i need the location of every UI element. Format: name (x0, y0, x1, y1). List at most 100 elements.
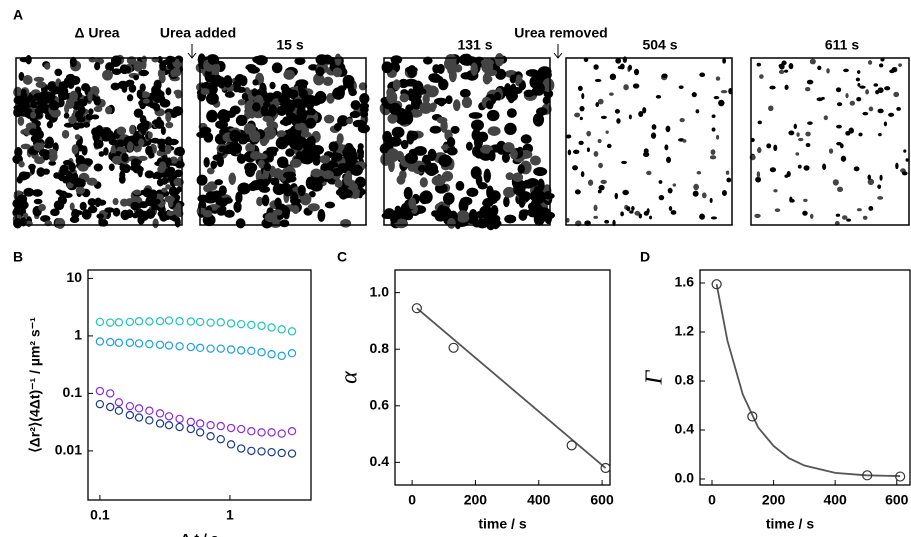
particle (408, 197, 417, 210)
particle (788, 63, 794, 70)
particle (905, 158, 909, 162)
data-point (114, 398, 124, 407)
particle (237, 99, 246, 106)
particle (333, 122, 342, 132)
particle (137, 166, 143, 178)
particle (604, 219, 610, 224)
data-point (711, 279, 722, 290)
particle (567, 149, 572, 156)
particle (859, 85, 866, 89)
particle (89, 85, 100, 97)
particle (76, 92, 83, 98)
data-point (164, 341, 174, 350)
x-tick-label: 400 (823, 492, 847, 508)
particle (54, 68, 63, 77)
particle (413, 145, 427, 156)
particle (769, 85, 776, 90)
particle (597, 189, 602, 194)
particle (857, 70, 861, 74)
particle (447, 66, 456, 75)
particle (258, 159, 265, 169)
particle (59, 164, 69, 176)
particle (773, 144, 778, 152)
frame-time: 131 s (457, 37, 492, 53)
particle (289, 158, 302, 168)
x-tick-label: 600 (885, 492, 909, 508)
particle (488, 150, 496, 162)
particle (665, 125, 671, 133)
particle (77, 105, 86, 115)
data-point (145, 317, 154, 326)
particle (199, 126, 212, 135)
particle (34, 156, 46, 165)
particle (158, 73, 166, 84)
particle (422, 93, 430, 104)
particle (691, 92, 697, 98)
particle (877, 108, 884, 114)
particle (263, 101, 271, 108)
particle (360, 111, 369, 118)
particle (695, 109, 700, 114)
particle (48, 151, 58, 162)
particle (61, 129, 70, 139)
particle (18, 71, 25, 81)
particle (160, 177, 169, 185)
particle (359, 102, 370, 110)
particle (72, 172, 79, 180)
particle (649, 215, 653, 220)
particle (317, 209, 326, 222)
particle (638, 213, 643, 219)
data-point (236, 319, 246, 329)
particle (102, 69, 113, 81)
particle (71, 209, 83, 216)
particle (205, 92, 219, 105)
particle (352, 119, 366, 128)
particle (883, 121, 888, 127)
particle (725, 170, 730, 175)
particle (350, 100, 361, 110)
x-tick-label: 0 (708, 492, 716, 508)
particle (251, 88, 258, 97)
particle (419, 191, 430, 205)
particle (164, 144, 172, 155)
data-point (206, 420, 215, 430)
particle (34, 107, 45, 115)
particle (330, 167, 344, 177)
y-tick-label: 10 (66, 269, 82, 285)
particle (873, 83, 879, 87)
particle (756, 171, 761, 178)
particle (757, 120, 762, 125)
particle (212, 154, 223, 161)
particle (124, 65, 132, 74)
particle (530, 155, 541, 166)
particle (809, 213, 814, 219)
particle (579, 105, 585, 112)
particle (340, 219, 352, 228)
particle (262, 178, 270, 187)
axes-frame (87, 269, 312, 501)
data-point (257, 348, 266, 357)
particle (68, 172, 74, 181)
particle (411, 96, 423, 110)
data-point (226, 319, 236, 328)
particle (643, 210, 649, 216)
particle (475, 174, 483, 187)
particle (867, 60, 873, 65)
particle (438, 78, 449, 91)
particle (532, 113, 545, 127)
particle (128, 84, 137, 93)
data-point (216, 434, 225, 444)
particle (793, 123, 797, 130)
particle (33, 76, 45, 82)
particle (166, 157, 172, 166)
particle (835, 213, 841, 217)
particle (668, 205, 673, 211)
data-point (287, 349, 297, 358)
particle (345, 153, 357, 163)
frame-time: 504 s (642, 37, 677, 53)
particle (754, 213, 761, 218)
particle (63, 112, 70, 119)
particle (857, 82, 861, 87)
particle (266, 118, 275, 129)
